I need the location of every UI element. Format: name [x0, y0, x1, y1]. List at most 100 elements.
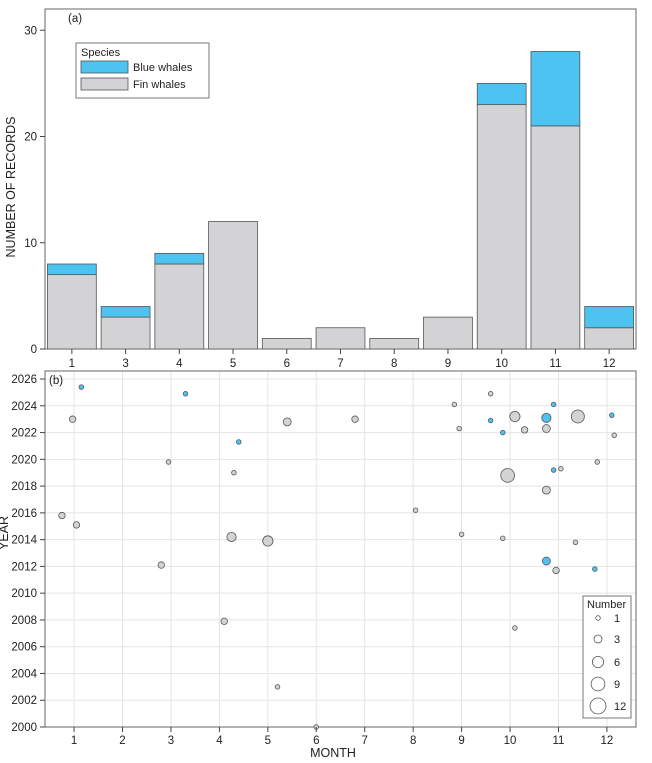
bar-blue-11 [530, 51, 581, 127]
bar-fin-10 [476, 104, 527, 350]
point-fin-whales-15 [456, 425, 462, 432]
panel-a-bars [47, 51, 634, 350]
size-legend-label-6: 6 [614, 657, 620, 669]
month-tick-label-12: 12 [601, 735, 614, 747]
year-tick-label-2008: 2008 [11, 615, 37, 627]
point-blue-whales-10 [609, 412, 615, 418]
size-legend-label-9: 9 [614, 679, 620, 691]
size-legend-box [582, 595, 632, 719]
month-tick-label-6: 6 [313, 735, 319, 747]
x-tick-label-3: 3 [122, 358, 128, 370]
year-tick-label-2002: 2002 [11, 695, 37, 707]
year-tick-label-2018: 2018 [11, 481, 37, 493]
panel-a-y-axis-label: NUMBER OF RECORDS [4, 117, 18, 258]
x-tick-label-7: 7 [337, 358, 343, 370]
point-fin-whales-25 [552, 566, 560, 575]
bar-fin-7 [315, 327, 366, 350]
point-blue-whales-7 [550, 467, 557, 473]
bar-fin-11 [530, 125, 581, 350]
month-tick-label-10: 10 [504, 735, 517, 747]
month-tick-label-1: 1 [71, 735, 77, 747]
panel-b-x-axis-label: MONTH [310, 746, 356, 760]
bar-fin-1 [47, 274, 97, 350]
panel-b-plot-area [44, 370, 637, 728]
x-tick-label-8: 8 [391, 358, 397, 370]
year-tick-label-2022: 2022 [11, 428, 37, 440]
legend-entry-fin: Fin whales [133, 79, 186, 91]
year-tick-label-2004: 2004 [11, 668, 37, 680]
month-tick-label-3: 3 [168, 735, 174, 747]
point-fin-whales-23 [541, 424, 551, 433]
size-legend-circle-6 [591, 655, 605, 669]
bar-blue-12 [584, 306, 634, 329]
point-fin-whales-9 [262, 535, 274, 547]
bar-blue-10 [476, 82, 527, 106]
bar-fin-4 [154, 263, 205, 350]
x-tick-label-6: 6 [284, 358, 290, 370]
year-tick-label-2000: 2000 [11, 722, 37, 734]
year-tick-label-2026: 2026 [11, 374, 37, 386]
point-fin-whales-29 [594, 459, 600, 465]
point-blue-whales-3 [487, 417, 494, 424]
size-legend-label-3: 3 [614, 634, 620, 646]
point-blue-whales-0 [78, 384, 85, 390]
point-blue-whales-6 [550, 401, 557, 408]
point-fin-whales-30 [611, 432, 617, 438]
point-fin-whales-12 [351, 415, 359, 423]
x-tick-label-4: 4 [176, 358, 183, 370]
month-tick-label-9: 9 [458, 735, 464, 747]
y-tick-label-20: 20 [24, 132, 37, 144]
size-legend-circle-3 [593, 634, 603, 644]
bar-fin-6 [261, 337, 312, 350]
year-tick-label-2010: 2010 [11, 588, 37, 600]
point-fin-whales-0 [68, 415, 77, 423]
legend-entry-blue: Blue whales [133, 62, 193, 74]
bar-fin-8 [369, 337, 420, 350]
point-fin-whales-3 [165, 459, 172, 465]
month-tick-label-4: 4 [216, 735, 223, 747]
point-blue-whales-8 [541, 556, 551, 566]
size-legend-title: Number [587, 599, 626, 611]
point-fin-whales-5 [231, 470, 237, 476]
point-blue-whales-4 [500, 429, 506, 436]
x-tick-label-9: 9 [445, 358, 451, 370]
point-fin-whales-27 [570, 409, 585, 424]
point-blue-whales-9 [592, 566, 598, 572]
bar-fin-5 [208, 221, 258, 350]
point-fin-whales-19 [509, 410, 521, 423]
species-legend: Species Blue whales Fin whales [75, 42, 210, 99]
panel-b-bubble-chart: 1 2 3 4 5 6 7 8 9 10 11 122000200220042006200820102… [0, 370, 637, 760]
panel-a-bar-chart: 1 3 4 5 6 7 8 9 10 11 12 0 10 20 30 (a) NUMBER OF RECO… [4, 8, 637, 370]
bar-fin-9 [423, 316, 473, 350]
point-fin-whales-22 [512, 625, 518, 631]
point-fin-whales-8 [282, 417, 292, 427]
year-tick-label-2024: 2024 [11, 401, 37, 413]
size-legend-circle-9 [590, 676, 606, 692]
month-tick-label-11: 11 [553, 735, 565, 747]
panel-a-ticks: 1 3 4 5 6 7 8 9 10 11 12 0 10 20 30 [24, 25, 615, 370]
year-tick-label-2014: 2014 [11, 535, 37, 547]
point-fin-whales-17 [487, 391, 494, 397]
x-tick-label-10: 10 [495, 358, 508, 370]
month-tick-label-5: 5 [265, 735, 271, 747]
point-fin-whales-28 [572, 539, 579, 546]
y-tick-label-30: 30 [24, 25, 37, 37]
year-tick-label-2012: 2012 [11, 561, 37, 573]
year-tick-label-2016: 2016 [11, 508, 37, 520]
point-blue-whales-1 [182, 391, 189, 397]
month-tick-label-7: 7 [362, 735, 368, 747]
point-fin-whales-7 [220, 617, 228, 625]
point-blue-whales-2 [236, 439, 242, 445]
point-fin-whales-20 [520, 426, 529, 434]
legend-swatch-blue [80, 60, 129, 74]
size-legend-circle-1 [595, 615, 601, 621]
point-fin-whales-14 [451, 401, 458, 408]
panel-b-y-axis-label: YEAR [0, 516, 11, 550]
month-tick-label-8: 8 [410, 735, 416, 747]
point-blue-whales-5 [541, 412, 552, 423]
y-tick-label-10: 10 [24, 238, 37, 250]
x-tick-label-11: 11 [549, 358, 561, 370]
point-fin-whales-18 [500, 535, 506, 541]
year-tick-label-2020: 2020 [11, 454, 37, 466]
